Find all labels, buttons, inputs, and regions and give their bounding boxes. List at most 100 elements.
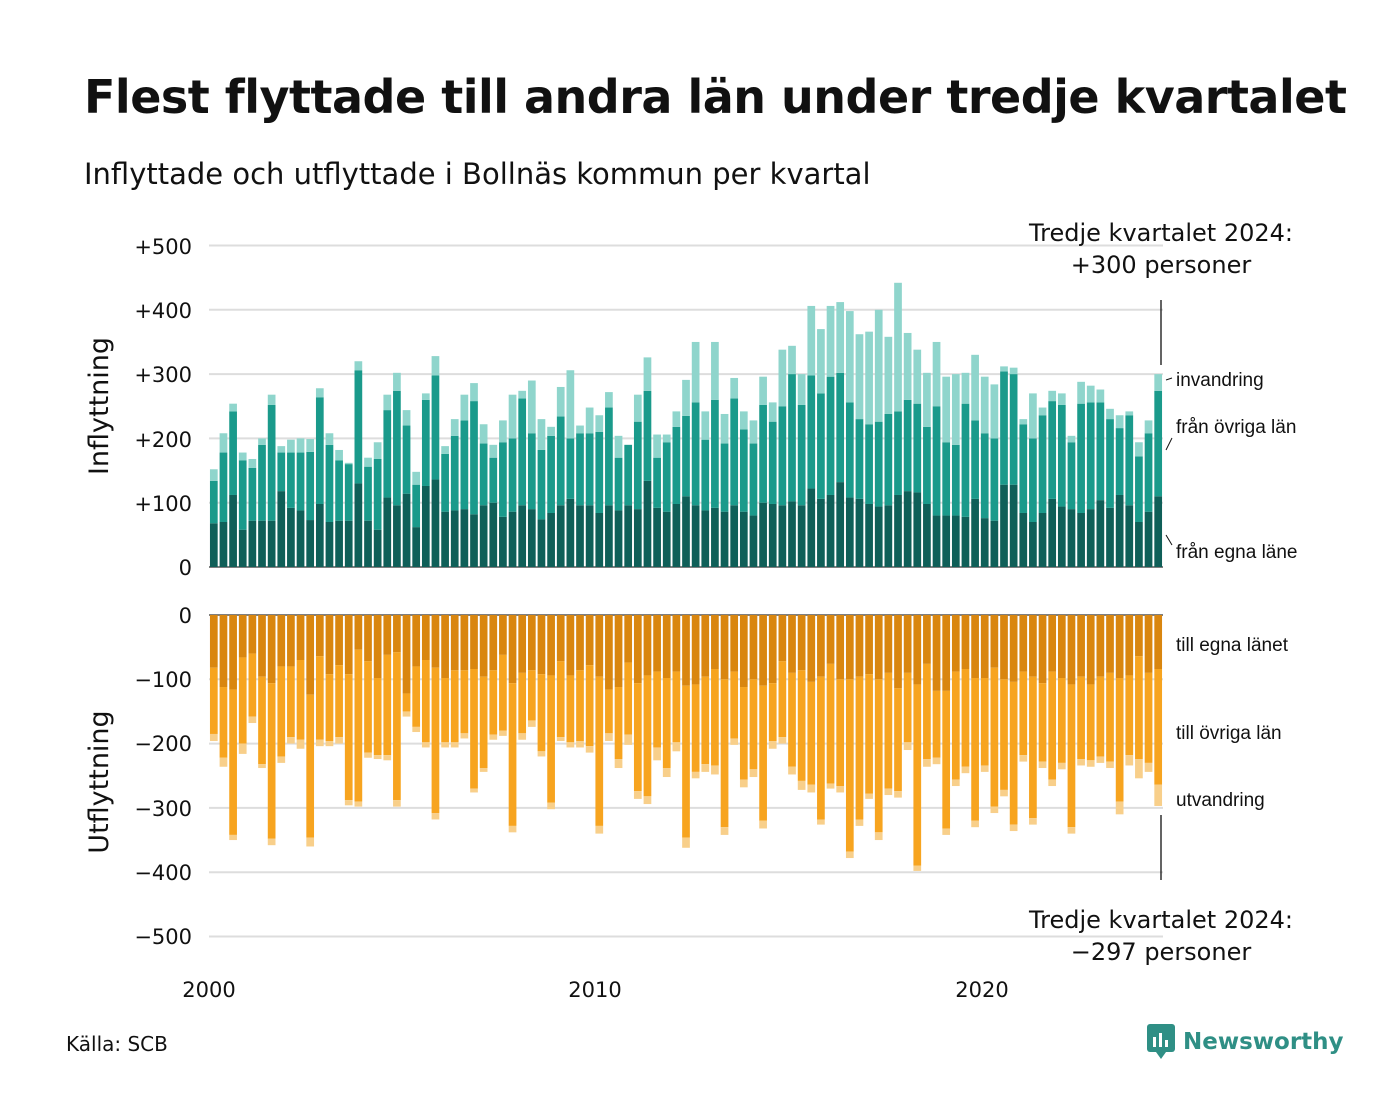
bar-out-2-15: [354, 801, 363, 807]
bar-out-1-3: [238, 657, 247, 744]
bar-out-1-28: [479, 676, 488, 769]
bar-out-0-8: [287, 615, 295, 667]
series-leader-ovriga: [1165, 437, 1173, 451]
bar-in-1-3: [238, 460, 247, 530]
bar-in-2-81: [990, 384, 999, 439]
bar-in-2-54: [730, 377, 739, 399]
bar-out-0-44: [633, 615, 642, 684]
bar-in-1-76: [942, 442, 951, 516]
bar-in-1-71: [894, 411, 902, 495]
bar-out-0-86: [1038, 615, 1047, 684]
bar-in-0-2: [229, 494, 237, 567]
bar-in-1-53: [720, 443, 729, 512]
bar-out-1-27: [470, 669, 478, 789]
bar-out-2-37: [566, 742, 575, 748]
bar-in-1-21: [412, 484, 421, 528]
x-tick-2010: 2010: [568, 978, 621, 1002]
bar-out-0-89: [1067, 615, 1076, 685]
bar-out-1-37: [566, 675, 575, 743]
bar-in-2-52: [711, 341, 719, 400]
bar-in-2-86: [1038, 407, 1047, 416]
bar-out-0-61: [797, 615, 806, 671]
bar-out-0-43: [624, 615, 633, 663]
bar-in-2-51: [701, 411, 710, 440]
bar-in-1-77: [951, 444, 960, 516]
bar-out-0-32: [518, 615, 527, 673]
bar-out-0-88: [1057, 615, 1066, 679]
bar-out-2-20: [402, 711, 411, 717]
bar-in-2-15: [354, 361, 363, 371]
bar-in-1-35: [547, 435, 555, 513]
bar-in-0-32: [518, 505, 527, 567]
bar-out-1-48: [672, 671, 681, 743]
bar-in-1-56: [749, 443, 758, 516]
bar-in-1-74: [923, 426, 931, 504]
bar-in-2-5: [258, 438, 266, 445]
bar-in-1-84: [1019, 424, 1028, 513]
bar-out-2-11: [315, 739, 324, 747]
bar-out-1-81: [990, 667, 999, 807]
bar-in-2-37: [566, 370, 575, 439]
bar-in-1-49: [682, 415, 690, 497]
bar-out-2-66: [845, 851, 854, 859]
bar-out-1-26: [460, 670, 469, 734]
bar-in-0-67: [855, 498, 864, 567]
bar-in-1-47: [662, 442, 671, 512]
bar-in-2-78: [961, 372, 970, 404]
bar-out-0-68: [865, 615, 873, 675]
bar-out-0-52: [711, 615, 719, 670]
brand-logo[interactable]: Newsworthy: [1147, 1022, 1344, 1062]
bar-out-2-13: [335, 737, 343, 744]
bar-in-1-52: [711, 399, 719, 508]
bar-out-1-61: [797, 670, 806, 781]
bar-in-2-74: [923, 372, 931, 427]
bar-out-1-83: [1009, 681, 1018, 825]
bar-out-2-48: [672, 742, 681, 752]
bar-in-0-83: [1009, 484, 1018, 567]
bar-out-0-87: [1048, 615, 1057, 672]
bar-out-0-50: [691, 615, 700, 685]
bar-out-2-5: [258, 764, 266, 769]
bar-in-2-30: [499, 420, 507, 443]
y-axis-label-bottom: Utflyttning: [84, 710, 115, 853]
bar-out-0-5: [258, 615, 266, 677]
bar-in-1-17: [373, 458, 382, 530]
bar-in-1-69: [874, 421, 883, 507]
bar-in-2-11: [315, 388, 324, 398]
bar-in-0-44: [633, 509, 642, 567]
bar-out-1-82: [1000, 679, 1008, 790]
bar-out-1-14: [344, 674, 353, 801]
bar-in-0-70: [884, 505, 893, 567]
bar-in-2-46: [653, 434, 661, 458]
annotations: Tredje kvartalet 2024: +300 personer Tre…: [1028, 219, 1293, 966]
bar-in-0-37: [566, 498, 575, 567]
y-tick-bottom-400: −400: [134, 861, 192, 885]
bar-out-2-57: [759, 820, 767, 829]
bar-in-2-92: [1096, 389, 1105, 403]
bar-in-1-63: [817, 393, 825, 499]
bar-out-0-37: [566, 615, 575, 676]
bar-out-1-38: [576, 670, 584, 742]
bar-out-0-71: [894, 615, 902, 689]
bar-out-1-49: [682, 685, 690, 838]
bar-in-0-69: [874, 506, 883, 567]
bar-out-1-73: [913, 684, 922, 866]
bar-out-2-51: [701, 764, 710, 772]
bar-out-2-75: [932, 757, 941, 765]
brand-name: Newsworthy: [1183, 1029, 1344, 1055]
bar-out-1-55: [739, 687, 748, 780]
bar-in-1-87: [1048, 401, 1057, 499]
bar-in-1-68: [865, 424, 873, 504]
bar-in-1-89: [1067, 442, 1076, 510]
bar-out-1-40: [595, 676, 604, 826]
bar-out-0-16: [364, 615, 372, 662]
bar-in-0-42: [614, 510, 623, 567]
bar-in-0-68: [865, 503, 873, 567]
bar-in-2-94: [1115, 415, 1124, 429]
bar-in-0-31: [508, 511, 517, 567]
bar-in-0-88: [1057, 506, 1066, 567]
bar-in-1-29: [489, 457, 498, 503]
bar-in-2-93: [1106, 408, 1114, 420]
bar-out-2-12: [325, 741, 334, 747]
bar-in-0-17: [373, 529, 382, 567]
